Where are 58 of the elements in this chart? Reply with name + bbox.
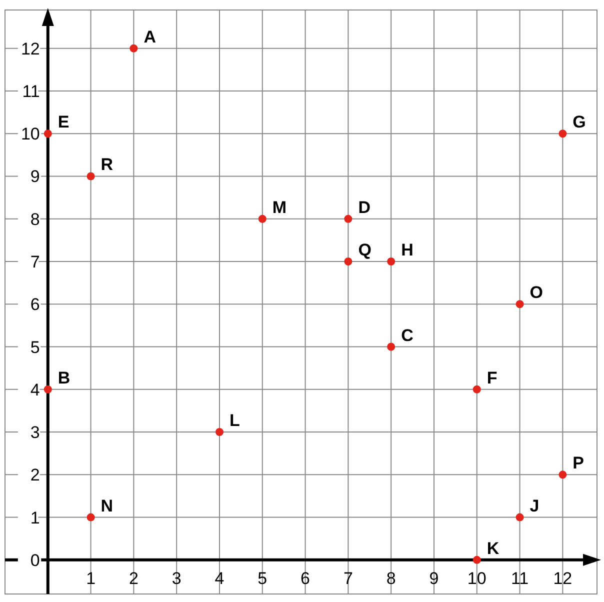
point	[44, 385, 52, 394]
annotation: L	[229, 411, 240, 430]
annotation: E	[58, 112, 70, 132]
point	[86, 172, 95, 180]
annotation: P	[572, 454, 584, 473]
x-tick-label: 5	[258, 568, 268, 588]
annotation: F	[486, 368, 498, 388]
point	[516, 513, 524, 522]
point	[130, 44, 138, 52]
point	[387, 342, 396, 351]
x-tick-label: 12	[553, 568, 572, 588]
y-tick-label: 12	[20, 39, 40, 58]
annotation: B	[58, 368, 70, 388]
annotation: A	[144, 27, 156, 46]
y-tick-label: 2	[30, 466, 40, 485]
annotation: N	[100, 496, 114, 516]
x-tick-label: 10	[467, 568, 486, 588]
annotation: C	[401, 326, 414, 345]
y-tick-label: 11	[22, 82, 40, 101]
y-tick-label: 8	[30, 210, 40, 229]
annotation: R	[100, 155, 114, 174]
point	[387, 258, 396, 266]
annotation: M	[272, 198, 287, 217]
x-tick-label: 2	[128, 568, 138, 588]
point	[344, 258, 352, 266]
point	[472, 556, 481, 564]
annotation: J	[530, 496, 540, 516]
annotation: G	[572, 112, 586, 132]
point	[516, 300, 524, 308]
y-tick-label: 6	[30, 295, 40, 314]
y-tick-label: 10	[20, 124, 40, 144]
point	[344, 214, 352, 223]
y-tick-label: 4	[30, 380, 40, 400]
x-tick-label: 11	[510, 568, 529, 588]
y-tick-label: 7	[30, 252, 40, 272]
annotation: H	[401, 240, 414, 260]
point	[44, 130, 52, 138]
x-tick-label: 9	[429, 568, 439, 588]
x-tick-label: 3	[172, 568, 182, 588]
y-tick-label: 5	[30, 338, 40, 357]
point	[215, 428, 224, 436]
annotation: Q	[358, 240, 372, 260]
point	[258, 214, 266, 223]
x-tick-label: 1	[86, 568, 96, 588]
x-tick-label: 4	[214, 568, 224, 588]
annotation: O	[530, 283, 544, 302]
point	[558, 130, 567, 138]
x-tick-label: 6	[300, 568, 310, 588]
y-tick-label: 9	[30, 167, 40, 186]
annotation: D	[358, 198, 370, 217]
annotation: K	[486, 538, 500, 558]
y-tick-label: 1	[30, 508, 40, 528]
point	[472, 385, 481, 394]
y-tick-label: 3	[30, 423, 40, 442]
point	[86, 513, 95, 522]
point	[558, 470, 567, 479]
x-tick-label: 8	[386, 568, 396, 588]
x-tick-label: 7	[343, 568, 353, 588]
